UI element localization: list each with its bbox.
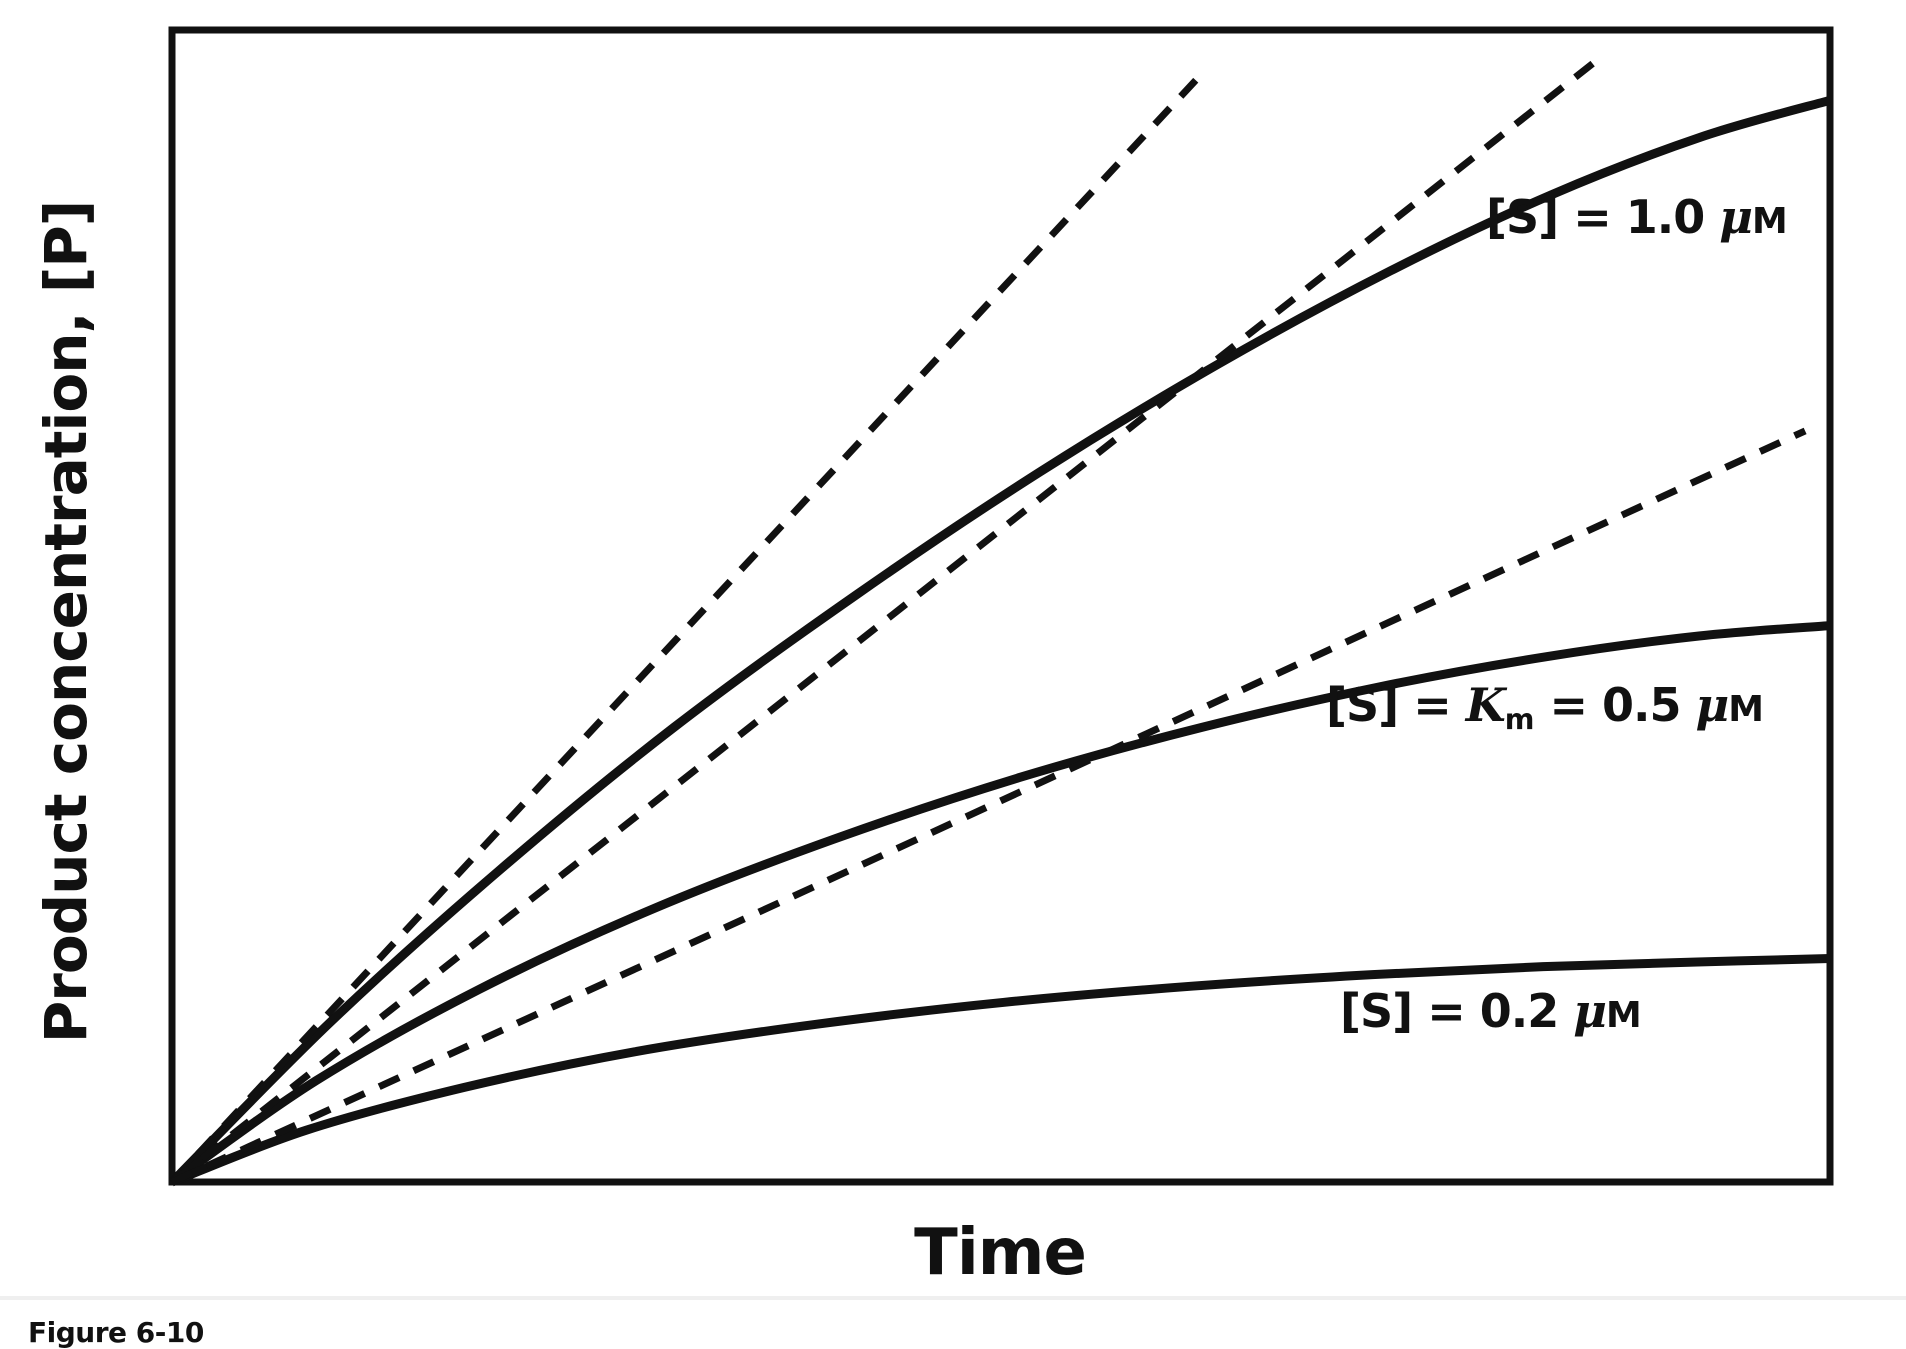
km-symbol: K <box>1465 678 1506 732</box>
progress-curves <box>168 95 1832 1187</box>
molar-unit: M <box>1605 995 1642 1036</box>
label-text: = 0.5 <box>1534 678 1696 732</box>
label-text: [S] = 0.2 <box>1340 984 1574 1038</box>
molar-unit: M <box>1728 689 1764 730</box>
figure-caption: Figure 6-10 <box>28 1316 204 1349</box>
label-text: [S] = <box>1326 678 1466 732</box>
label-text: [S] = 1.0 <box>1486 190 1720 244</box>
mu-symbol: μ <box>1695 678 1730 732</box>
divider-line <box>0 1296 1906 1300</box>
x-axis-label: Time <box>914 1216 1087 1290</box>
plot-frame <box>168 26 1834 1186</box>
mu-symbol: μ <box>1573 984 1607 1038</box>
molar-unit: M <box>1751 201 1788 242</box>
km-subscript: m <box>1504 702 1535 736</box>
initial-rate-tangent-3 <box>170 427 1807 1186</box>
curve-label-s-1.0: [S] = 1.0 μM <box>1486 190 1788 244</box>
curve-label-s-0.5: [S] = Km = 0.5 μM <box>1326 678 1764 736</box>
y-axis-label: Product concentration, [P] <box>32 200 100 1044</box>
progress-curve-3 <box>170 954 1831 1187</box>
initial-rate-tangent-1 <box>169 67 1208 1185</box>
mu-symbol: μ <box>1719 190 1753 244</box>
initial-rate-tangents <box>169 60 1807 1186</box>
progress-curve-2 <box>169 621 1831 1186</box>
progress-curve-1 <box>168 95 1832 1186</box>
curve-label-s-0.2: [S] = 0.2 μM <box>1340 984 1642 1038</box>
